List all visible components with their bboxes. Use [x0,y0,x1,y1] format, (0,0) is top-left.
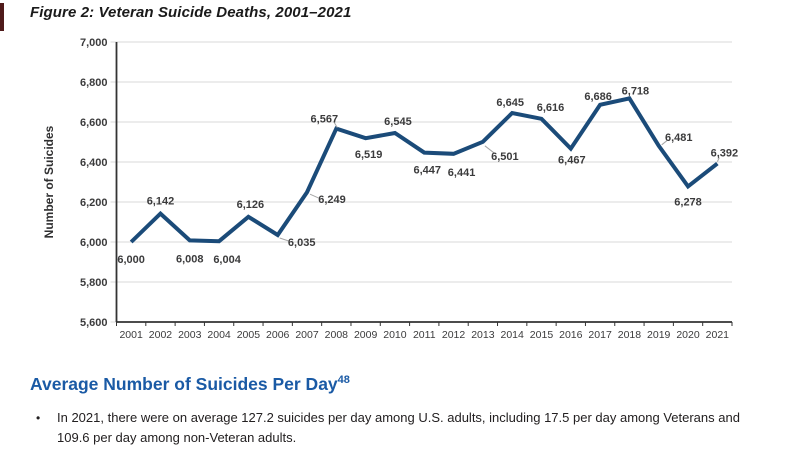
bullet-line-2: 109.6 per day among non-Veteran adults. [57,430,297,445]
data-point-label: 6,645 [496,97,524,109]
x-axis-tick-label: 2011 [413,329,436,341]
x-axis-tick-label: 2006 [266,329,290,341]
section-heading: Average Number of Suicides Per Day48 [30,374,350,395]
data-point-label: 6,616 [537,102,565,114]
data-point-label: 6,447 [413,165,441,177]
bullet-item: • In 2021, there were on average 127.2 s… [36,408,766,448]
x-axis-tick-label: 2015 [530,329,554,341]
data-point-label: 6,035 [288,237,316,249]
data-point-label: 6,519 [355,149,383,161]
y-axis-tick-label: 6,200 [80,197,108,209]
data-point-label: 6,142 [147,196,175,208]
section-heading-text: Average Number of Suicides Per Day [30,374,338,394]
data-point-label: 6,392 [711,148,739,160]
x-axis-tick-label: 2013 [471,329,495,341]
data-point-label: 6,004 [213,254,241,266]
x-axis-tick-label: 2002 [149,329,173,341]
x-axis-tick-label: 2004 [207,329,231,341]
x-axis-tick-label: 2010 [383,329,407,341]
label-leader-line [333,122,338,128]
figure-title: Figure 2: Veteran Suicide Deaths, 2001–2… [30,4,352,21]
label-leader-line [484,145,495,154]
x-axis-tick-label: 2016 [559,329,583,341]
x-axis-tick-label: 2008 [325,329,349,341]
y-axis-tick-label: 6,600 [80,117,108,129]
y-axis-tick-label: 5,800 [80,277,108,289]
page-edge-accent-bar [0,3,4,31]
x-axis-tick-label: 2018 [618,329,642,341]
y-axis-tick-label: 5,600 [80,317,108,329]
y-axis-tick-label: 6,000 [80,237,108,249]
data-point-label: 6,000 [117,254,145,266]
data-point-label: 6,686 [584,91,612,103]
data-point-label: 6,008 [176,253,204,265]
x-axis-tick-label: 2005 [237,329,261,341]
label-leader-line [279,237,289,242]
label-leader-line [661,140,668,146]
data-point-label: 6,545 [384,116,412,128]
data-point-label: 6,441 [448,167,476,179]
data-point-label: 6,467 [558,155,586,167]
x-axis-tick-label: 2001 [119,329,143,341]
data-point-label: 6,718 [622,85,650,97]
label-leader-line [309,193,320,199]
y-axis-tick-label: 6,800 [80,77,108,89]
veteran-suicide-deaths-line-chart: 5,600 5,800 6,000 6,200 6,400 6,600 6,800 7,000… [42,37,739,341]
data-point-label: 6,501 [491,151,519,163]
bullet-icon: • [36,411,41,425]
chart-area: 5,600 5,800 6,000 6,200 6,400 6,600 6,800 7,000… [0,35,800,365]
x-axis-tick-label: 2017 [588,329,612,341]
label-leader-line [716,157,720,162]
data-point-label: 6,126 [237,199,265,211]
x-axis-tick-label: 2012 [442,329,466,341]
bullet-text: In 2021, there were on average 127.2 sui… [57,408,740,448]
x-axis-tick-label: 2019 [647,329,671,341]
data-point-label: 6,567 [311,114,339,126]
y-axis-tick-label: 6,400 [80,157,108,169]
x-axis-tick-label: 2009 [354,329,378,341]
x-axis-tick-label: 2021 [706,329,730,341]
data-point-label: 6,481 [665,132,693,144]
x-axis-tick-label: 2014 [500,329,524,341]
x-axis-tick-label: 2020 [676,329,700,341]
bullet-line-1: In 2021, there were on average 127.2 sui… [57,410,740,425]
data-point-label: 6,249 [318,194,346,206]
footnote-superscript: 48 [337,374,350,387]
data-point-label: 6,278 [674,196,702,208]
y-axis-title: Number of Suicides [42,125,56,238]
data-line [129,96,719,244]
y-axis-tick-label: 7,000 [80,37,108,49]
x-axis-tick-label: 2007 [295,329,319,341]
x-axis-tick-label: 2003 [178,329,202,341]
